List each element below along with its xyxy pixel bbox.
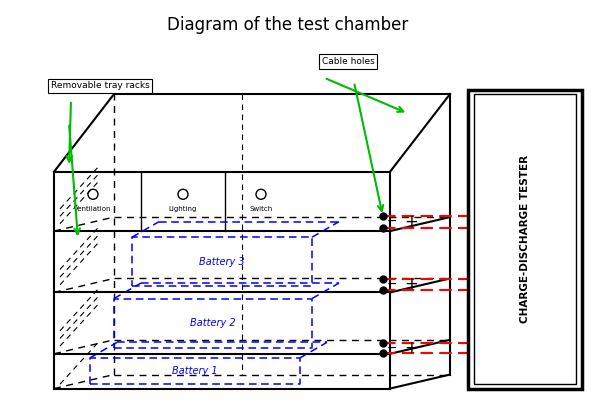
Text: CHARGE-DISCHARGE TESTER: CHARGE-DISCHARGE TESTER [520, 155, 530, 324]
Text: Diagram of the test chamber: Diagram of the test chamber [167, 16, 409, 34]
Text: Ventilation: Ventilation [74, 206, 112, 212]
Text: −: − [386, 215, 397, 228]
Text: Switch: Switch [250, 206, 272, 212]
Text: +: + [404, 275, 418, 293]
Text: −: − [386, 342, 397, 355]
Text: +: + [404, 213, 418, 231]
Text: Battery 3: Battery 3 [199, 257, 245, 267]
Text: −: − [386, 278, 397, 291]
Text: Lighting: Lighting [169, 206, 197, 212]
Bar [474, 94, 576, 384]
Text: Removable tray racks: Removable tray racks [51, 81, 150, 90]
Text: Battery 1: Battery 1 [172, 366, 218, 376]
Text: Cable holes: Cable holes [322, 57, 374, 66]
Bar [468, 90, 582, 389]
Text: +: + [404, 339, 418, 357]
Text: Battery 2: Battery 2 [190, 318, 236, 328]
